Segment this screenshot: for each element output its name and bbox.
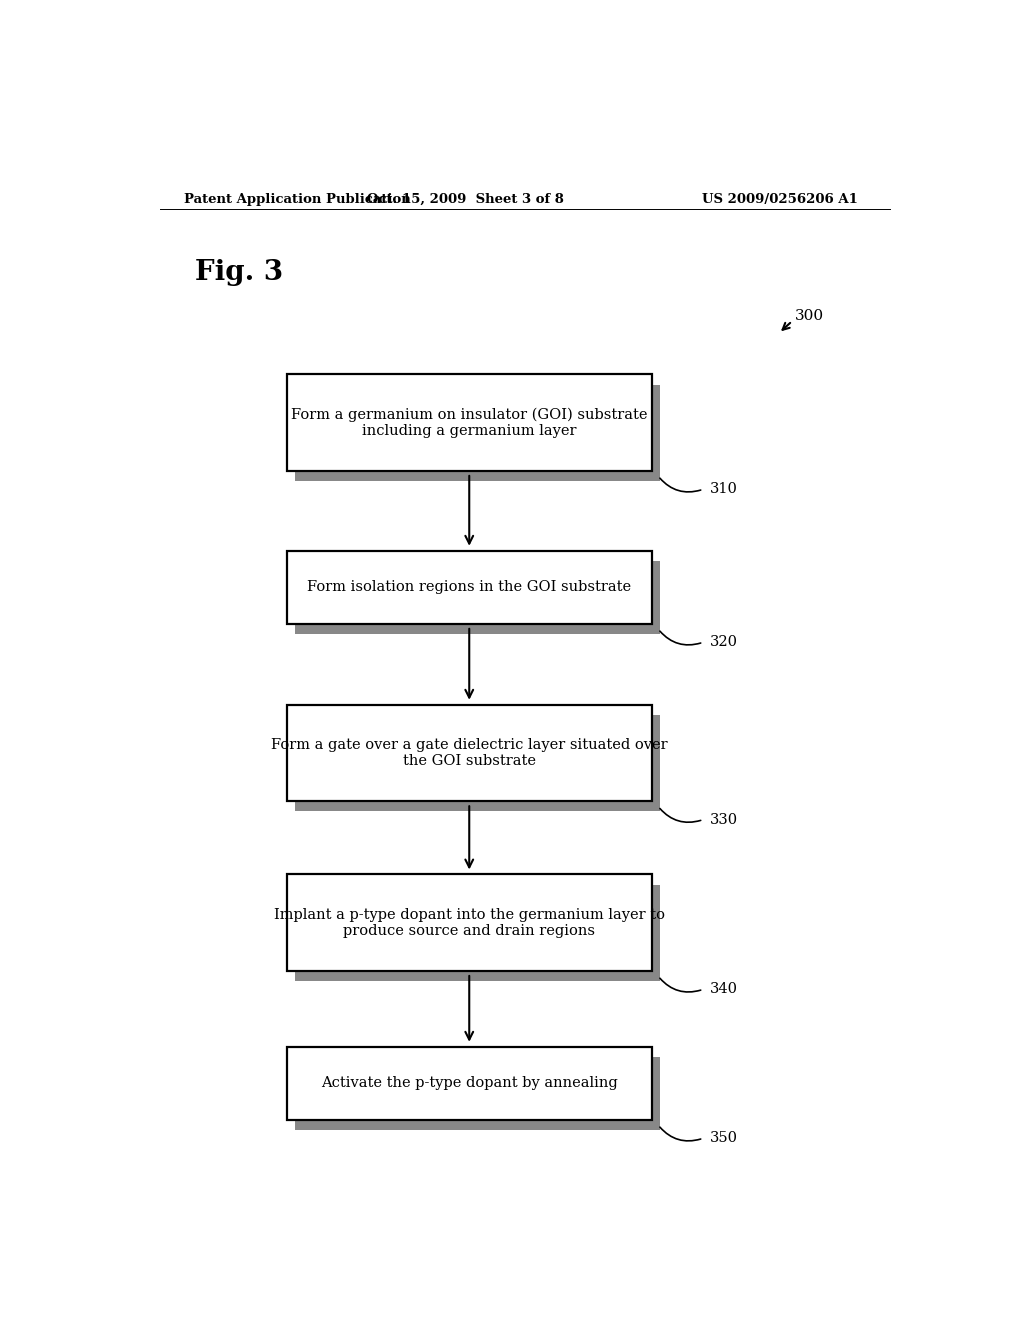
Text: US 2009/0256206 A1: US 2009/0256206 A1 <box>702 193 858 206</box>
Bar <box>287 375 652 471</box>
Bar <box>287 550 652 624</box>
Bar <box>295 384 659 480</box>
Text: 300: 300 <box>795 309 823 323</box>
Text: Form a gate over a gate dielectric layer situated over
the GOI substrate: Form a gate over a gate dielectric layer… <box>271 738 668 768</box>
Text: Activate the p-type dopant by annealing: Activate the p-type dopant by annealing <box>321 1076 617 1090</box>
Text: Form a germanium on insulator (GOI) substrate
including a germanium layer: Form a germanium on insulator (GOI) subs… <box>291 408 647 438</box>
Text: 340: 340 <box>710 982 737 997</box>
Text: Patent Application Publication: Patent Application Publication <box>183 193 411 206</box>
Text: Oct. 15, 2009  Sheet 3 of 8: Oct. 15, 2009 Sheet 3 of 8 <box>367 193 564 206</box>
Bar <box>295 561 659 634</box>
Bar <box>295 884 659 981</box>
Text: Implant a p-type dopant into the germanium layer to
produce source and drain reg: Implant a p-type dopant into the germani… <box>273 908 665 937</box>
Text: 310: 310 <box>710 482 737 496</box>
Text: Form isolation regions in the GOI substrate: Form isolation regions in the GOI substr… <box>307 581 632 594</box>
Bar <box>287 1047 652 1119</box>
Text: 330: 330 <box>710 813 738 826</box>
Bar <box>287 874 652 972</box>
Bar <box>295 1057 659 1130</box>
Bar <box>295 715 659 812</box>
Text: Fig. 3: Fig. 3 <box>196 259 284 285</box>
Bar <box>287 705 652 801</box>
Text: 320: 320 <box>710 635 737 649</box>
Text: 350: 350 <box>710 1131 737 1146</box>
